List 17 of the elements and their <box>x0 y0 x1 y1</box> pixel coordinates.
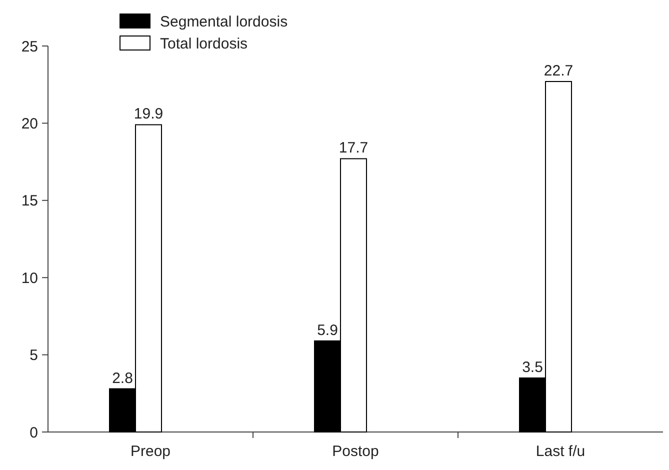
legend-label: Segmental lordosis <box>160 13 288 30</box>
legend-label: Total lordosis <box>160 35 248 52</box>
data-label: 2.8 <box>112 370 133 387</box>
y-tick-label: 20 <box>21 115 38 132</box>
y-tick-label: 0 <box>30 424 38 442</box>
data-label: 22.7 <box>544 62 574 80</box>
data-label: 17.7 <box>338 140 368 157</box>
x-tick-label: Postop <box>332 443 379 460</box>
data-label: 3.5 <box>522 358 543 376</box>
x-tick-label: Preop <box>130 443 171 460</box>
y-tick-label: 15 <box>21 192 38 210</box>
data-label: 19.9 <box>134 106 164 123</box>
y-tick-label: 5 <box>30 347 38 364</box>
x-tick-label: Last f/u <box>536 443 586 460</box>
y-tick-label: 10 <box>21 270 38 287</box>
data-label: 5.9 <box>317 322 338 339</box>
y-tick-label: 25 <box>21 38 38 56</box>
